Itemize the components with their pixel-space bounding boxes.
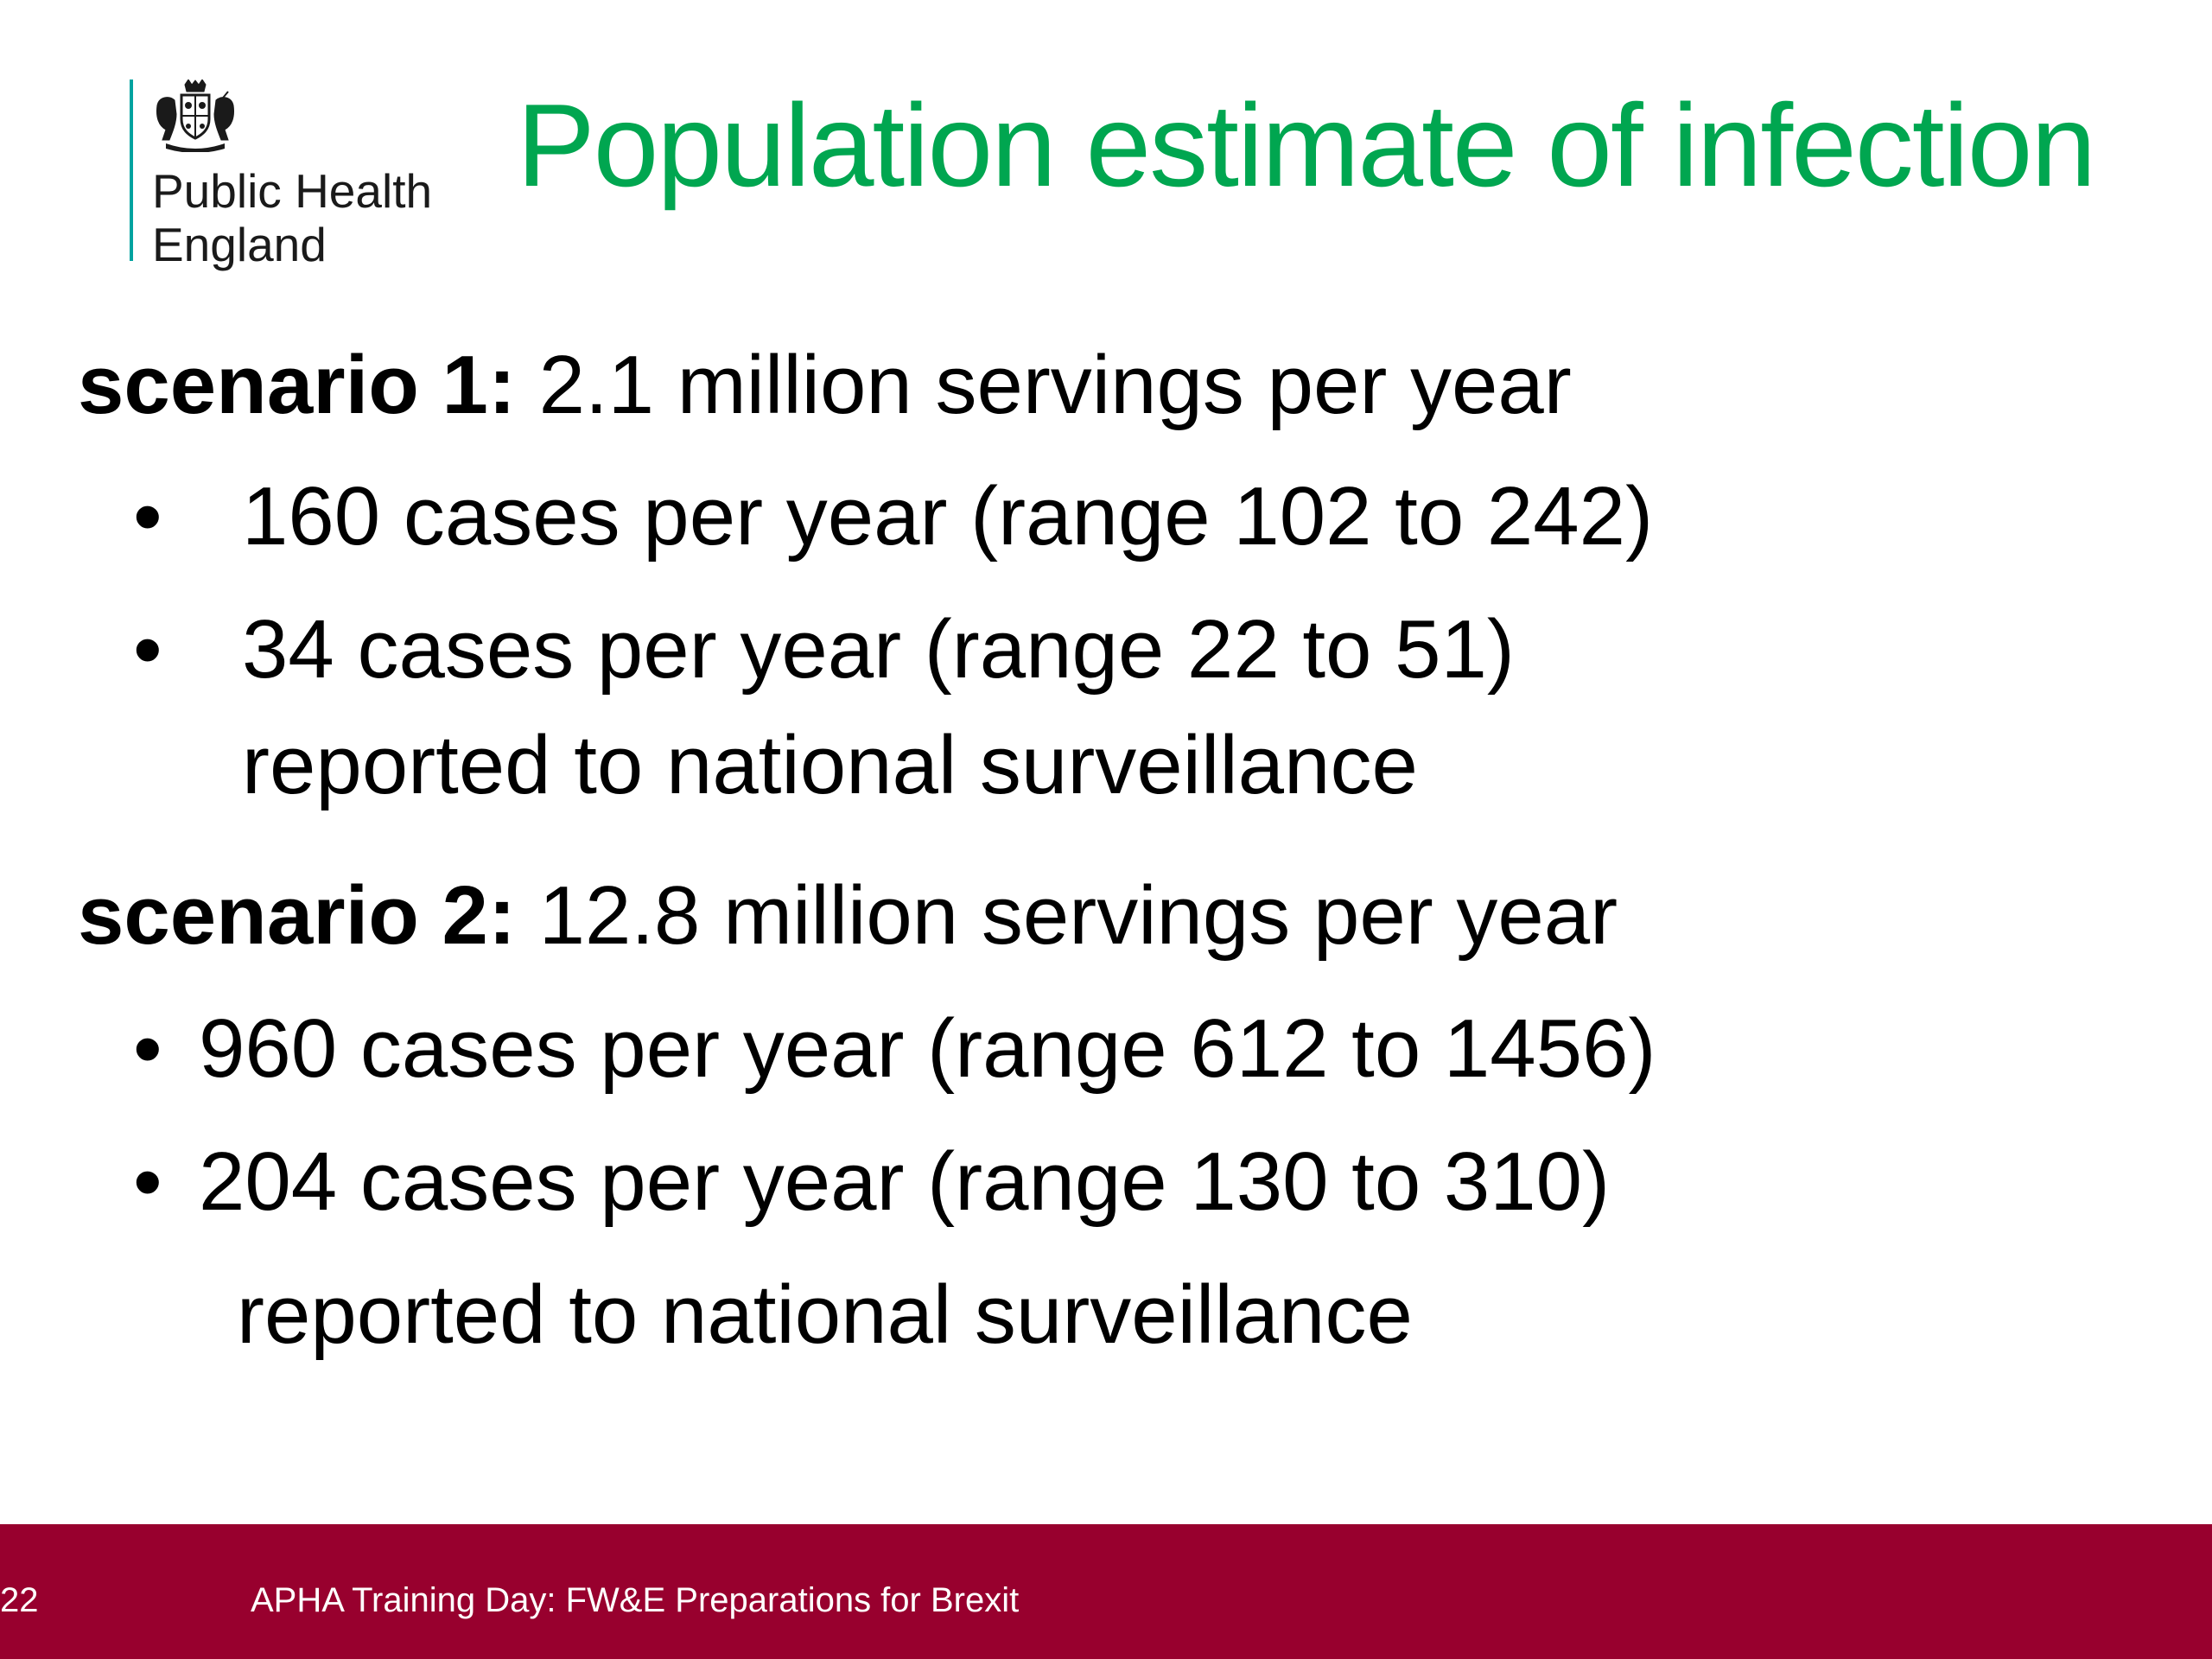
scenario-1-bullet-2: 34 cases per year (range 22 to 51): [242, 603, 1515, 696]
royal-crest-icon: [156, 79, 234, 152]
bullet-marker: •: [133, 1135, 162, 1228]
scenario-2-bullet-2: 204 cases per year (range 130 to 310): [199, 1135, 1611, 1228]
page-number: 22: [0, 1581, 39, 1619]
phe-logo: Public Health England: [130, 79, 475, 271]
bullet-marker: •: [133, 470, 162, 563]
scenario-2-label: scenario 2:: [78, 869, 516, 962]
scenario-1-bullet-2-continuation: reported to national surveillance: [242, 719, 1418, 811]
scenario-1-bullet-1: 160 cases per year (range 102 to 242): [242, 470, 1654, 563]
scenario-2-heading: scenario 2: 12.8 million servings per ye…: [78, 866, 1618, 966]
scenario-1-text: 2.1 million servings per year: [538, 339, 1572, 431]
scenario-2-text: 12.8 million servings per year: [538, 869, 1618, 962]
logo-org-line2: England: [152, 218, 327, 271]
slide-footer: 22 APHA Training Day: FW&E Preparations …: [0, 1524, 2212, 1659]
slide-title: Population estimate of infection: [517, 79, 2096, 211]
logo-org-name: Public Health England: [152, 164, 432, 271]
scenario-2-bullet-2-continuation: reported to national surveillance: [237, 1268, 1413, 1361]
scenario-1-heading: scenario 1: 2.1 million servings per yea…: [78, 335, 1572, 435]
footer-text: APHA Training Day: FW&E Preparations for…: [251, 1581, 1020, 1619]
scenario-1-label: scenario 1:: [78, 339, 516, 431]
logo-org-line1: Public Health: [152, 164, 433, 218]
scenario-2-bullet-1: 960 cases per year (range 612 to 1456): [199, 1002, 1656, 1095]
bullet-marker: •: [133, 1002, 162, 1095]
logo-accent-bar: [130, 79, 133, 261]
bullet-marker: •: [133, 603, 162, 696]
